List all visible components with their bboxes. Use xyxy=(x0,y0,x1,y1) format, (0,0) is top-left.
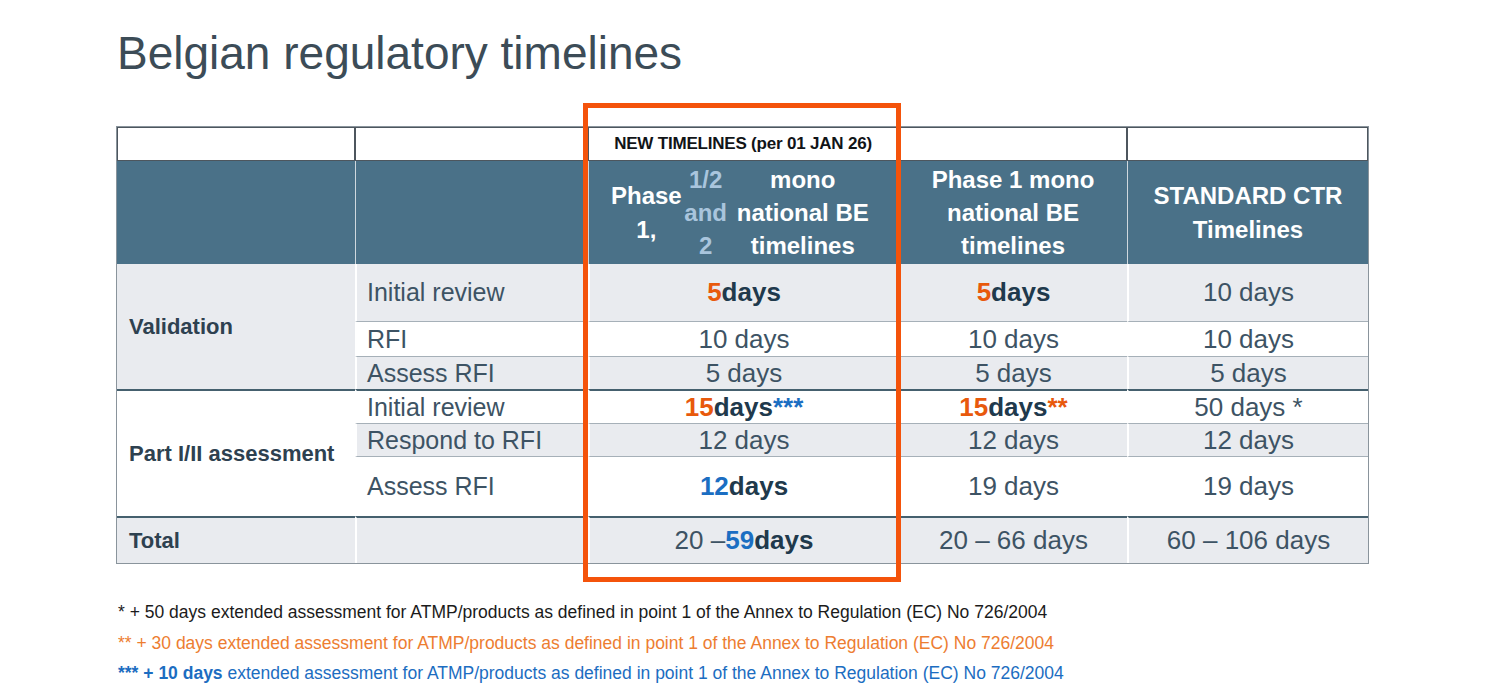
value-cell: 15 days ** xyxy=(898,389,1127,423)
step-label: Assess RFI xyxy=(355,356,588,389)
banner-cell-empty xyxy=(117,127,355,161)
value-cell: 12 days xyxy=(1127,423,1368,456)
header-phase1-mono: Phase 1 mono national BE timelines xyxy=(898,161,1127,264)
value-cell: 12 days xyxy=(588,456,898,516)
slide: Belgian regulatory timelines NEW TIMELIN… xyxy=(0,0,1504,694)
value-cell: 15 days *** xyxy=(588,389,898,423)
footnote-2: ** + 30 days extended assessment for ATM… xyxy=(118,628,1064,659)
value-cell: 10 days xyxy=(588,321,898,356)
footnote-3: *** + 10 days extended assessment for AT… xyxy=(118,658,1064,689)
header-cell-empty xyxy=(117,161,355,264)
footnotes: * + 50 days extended assessment for ATMP… xyxy=(118,597,1064,689)
total-value: 20 – 59 days xyxy=(588,516,898,563)
step-label: RFI xyxy=(355,321,588,356)
header-standard-ctr: STANDARD CTR Timelines xyxy=(1127,161,1368,264)
value-cell: 12 days xyxy=(588,423,898,456)
step-label: Initial review xyxy=(355,389,588,423)
banner-cell-empty xyxy=(355,127,588,161)
timelines-table: NEW TIMELINES (per 01 JAN 26) Phase 1,1/… xyxy=(117,127,1368,563)
value-cell: 19 days xyxy=(898,456,1127,516)
section-validation: Validation xyxy=(117,264,355,389)
footnote-1: * + 50 days extended assessment for ATMP… xyxy=(118,597,1064,628)
page-title: Belgian regulatory timelines xyxy=(117,26,682,80)
value-cell: 12 days xyxy=(898,423,1127,456)
value-cell: 10 days xyxy=(1127,264,1368,321)
value-cell: 5 days xyxy=(898,356,1127,389)
value-cell: 50 days * xyxy=(1127,389,1368,423)
header-cell-empty xyxy=(355,161,588,264)
value-cell: 5 days xyxy=(898,264,1127,321)
total-label: Total xyxy=(117,516,355,563)
new-timelines-banner: NEW TIMELINES (per 01 JAN 26) xyxy=(588,127,898,161)
value-cell: 5 days xyxy=(588,264,898,321)
section-part-i-ii: Part I/II assessment xyxy=(117,389,355,516)
total-value: 60 – 106 days xyxy=(1127,516,1368,563)
step-label: Respond to RFI xyxy=(355,423,588,456)
value-cell: 10 days xyxy=(1127,321,1368,356)
step-label: Initial review xyxy=(355,264,588,321)
step-label: Assess RFI xyxy=(355,456,588,516)
value-cell: 5 days xyxy=(1127,356,1368,389)
total-value: 20 – 66 days xyxy=(898,516,1127,563)
total-cell-empty xyxy=(355,516,588,563)
banner-cell-empty xyxy=(1127,127,1368,161)
value-cell: 10 days xyxy=(898,321,1127,356)
banner-cell-empty xyxy=(898,127,1127,161)
value-cell: 19 days xyxy=(1127,456,1368,516)
value-cell: 5 days xyxy=(588,356,898,389)
header-phase1-12-2: Phase 1,1/2 and 2 mono national BE timel… xyxy=(588,161,898,264)
